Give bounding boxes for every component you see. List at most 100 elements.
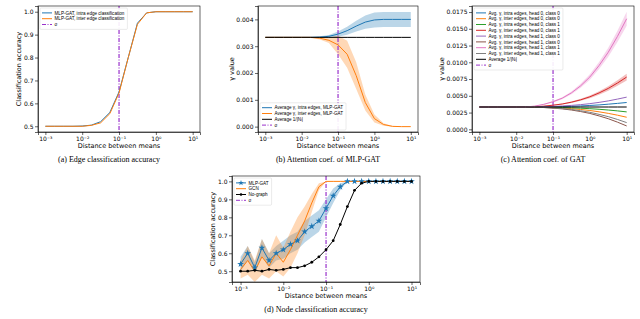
legend-item: Avg. γ, inter edges, head 1, class 0 [476,40,560,45]
y-tick-label: 1.0 [218,178,228,185]
y-tick-label: 1.0 [24,8,34,15]
x-tick-label: 10⁻¹ [320,285,334,292]
data-point [360,182,363,185]
x-tick: 10¹ [407,282,418,292]
legend: Average γ, intra edges, MLP-GATAverage γ… [260,103,346,130]
y-tick-mark [35,12,38,13]
y-tick-label: 0.0150 [447,25,468,32]
data-point [396,180,399,183]
data-point [316,217,323,223]
x-tick: 10¹ [406,132,417,142]
legend-item: GCN [236,186,259,191]
y-tick-label: 0.0050 [447,92,468,99]
x-axis: 10⁻³10⁻²10⁻¹10⁰10¹ [473,132,635,142]
legend-handle [42,12,52,13]
y-axis-title: Classification accuracy [15,32,23,107]
y-tick-label: 0.004 [236,16,253,23]
plot-frame [232,176,420,282]
y-tick-label: 0.9 [218,196,228,203]
y-tick-mark [255,19,258,20]
y-tick-label: 0.0000 [447,126,468,133]
data-point [389,180,392,183]
legend-handle [42,18,52,19]
x-tick: 10⁻¹ [547,132,561,142]
legend-label: Average 1/|Nᵢ| [275,117,304,122]
legend-label: MLP-GAT, inter edge classification [55,16,125,21]
y-tick-mark [255,46,258,47]
data-point [323,205,330,211]
legend-item: σ [42,22,58,27]
legend-label: Avg. γ, inter edges, head 0, class 1 [489,28,561,33]
y-tick: 0.6 [24,100,38,107]
data-point [353,189,356,192]
y-tick-mark [255,100,258,101]
y-tick: 0.0050 [447,92,473,99]
y-tick: 0.0175 [447,8,473,15]
legend-label: No-graph [249,192,269,197]
data-point [382,180,385,183]
y-tick-mark [229,199,232,200]
plot-frame [258,6,418,132]
y-tick-label: 0.001 [236,96,253,103]
y-axis: 0.0000.0010.0020.0030.004 [236,7,258,133]
legend: Avg. γ, intra edges, head 0, class 0Avg.… [474,8,563,70]
series-line [479,107,626,123]
y-tick-mark [229,217,232,218]
legend-label: Avg. γ, intra edges, head 0, class 1 [489,22,561,27]
legend-item: σ [476,63,492,68]
y-tick-label: 0.8 [24,54,34,61]
legend-marker [240,193,243,196]
legend-handle [262,119,272,120]
x-tick: 10⁻¹ [332,132,346,142]
series-line [479,107,626,108]
y-tick-label: 0.002 [236,69,253,76]
legend-label: Average γ, intra edges, MLP-GAT [275,105,344,110]
plot-frame [472,6,634,132]
legend-handle [476,53,486,54]
legend-handle [476,12,486,13]
x-tick-label: 10⁻¹ [113,135,127,142]
x-tick-label: 10⁻¹ [547,135,561,142]
y-tick-mark [469,79,472,80]
panel: 10⁻³10⁻²10⁻¹10⁰10¹0.50.60.70.80.91.0Dist… [15,6,200,164]
y-tick-label: 0.6 [24,100,34,107]
data-point [380,178,387,184]
y-tick-mark [229,235,232,236]
y-tick: 0.003 [236,43,258,50]
y-tick-mark [469,113,472,114]
y-tick-mark [469,46,472,47]
plot-frame [38,6,200,132]
data-point [375,180,378,183]
y-tick: 0.0075 [447,75,473,82]
legend-label: Average 1/|Nᵢ| [489,57,518,62]
legend-handle [476,41,486,42]
y-tick: 0.7 [218,232,232,239]
y-tick-mark [469,29,472,30]
plot-area [237,176,415,282]
y-axis-line [255,7,259,133]
data-point [280,246,287,252]
data-point [239,270,242,273]
legend-handle [236,200,246,201]
legend-item: Average 1/|Nᵢ| [476,57,517,62]
x-tick-label: 10¹ [407,285,418,292]
y-tick-mark [229,253,232,254]
y-tick: 0.5 [218,268,232,275]
data-point [330,192,337,198]
x-tick: 10⁻¹ [320,282,334,292]
x-axis: 10⁻³10⁻²10⁻¹10⁰10¹ [39,132,201,142]
y-axis-title: γ value [228,57,236,81]
legend-item: MLP-GAT [236,180,269,186]
y-axis-title: γ value [438,57,446,81]
legend-label: MLP-GAT, intra edge classification [55,11,125,16]
y-tick-mark [229,181,232,182]
series-line [241,181,412,267]
y-tick-label: 0.5 [24,123,34,130]
x-tick: 10⁻³ [39,132,53,142]
data-point [403,180,406,183]
x-tick-label: 10⁻³ [473,135,487,142]
series-line [265,37,410,126]
x-tick: 10⁻² [296,132,310,142]
x-tick: 10⁰ [151,132,162,142]
caption: (d) Node classification accuracy [264,305,367,314]
